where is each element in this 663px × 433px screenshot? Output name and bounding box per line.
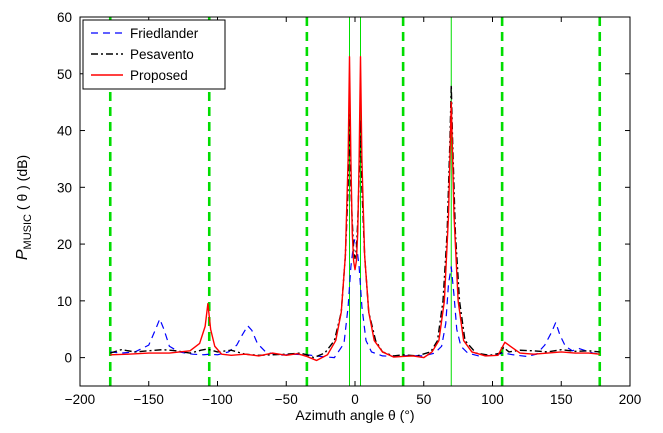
x-axis: −200 −150 −100 −50 0 50 100 150 200 xyxy=(65,17,641,407)
y-tick-label: 0 xyxy=(64,351,72,366)
x-axis-title: Azimuth angle θ (°) xyxy=(295,407,414,423)
x-tick-label: −200 xyxy=(65,392,95,407)
legend: Friedlander Pesavento Proposed xyxy=(82,19,226,90)
y-axis-title: PMUSIC ( θ ) (dB) xyxy=(14,155,34,260)
series-proposed-line xyxy=(110,56,600,362)
x-tick-label: 100 xyxy=(481,392,504,407)
y-tick-label: 40 xyxy=(57,124,72,139)
x-tick-label: 150 xyxy=(550,392,573,407)
y-tick-label: 10 xyxy=(57,294,72,309)
x-tick-label: 200 xyxy=(619,392,642,407)
legend-label-pesavento: Pesavento xyxy=(130,47,194,62)
y-tick-label: 30 xyxy=(57,180,72,195)
y-axis-title-rest: ( θ ) (dB) xyxy=(14,155,30,214)
y-tick-label: 20 xyxy=(57,237,72,252)
y-axis-title-subscript: MUSIC xyxy=(22,214,34,250)
series-layer xyxy=(110,56,600,362)
x-tick-label: −150 xyxy=(134,392,164,407)
x-tick-label: −100 xyxy=(202,392,232,407)
y-axis-title-symbol: P xyxy=(14,249,31,260)
x-tick-label: 50 xyxy=(416,392,431,407)
x-tick-label: 0 xyxy=(351,392,359,407)
y-axis: 0 10 20 30 40 50 60 xyxy=(57,10,630,366)
y-tick-label: 50 xyxy=(57,67,72,82)
y-tick-label: 60 xyxy=(57,10,72,25)
legend-label-friedlander: Friedlander xyxy=(130,26,199,41)
x-tick-label: −50 xyxy=(275,392,298,407)
legend-label-proposed: Proposed xyxy=(130,68,188,83)
series-friedlander-line xyxy=(110,237,600,359)
